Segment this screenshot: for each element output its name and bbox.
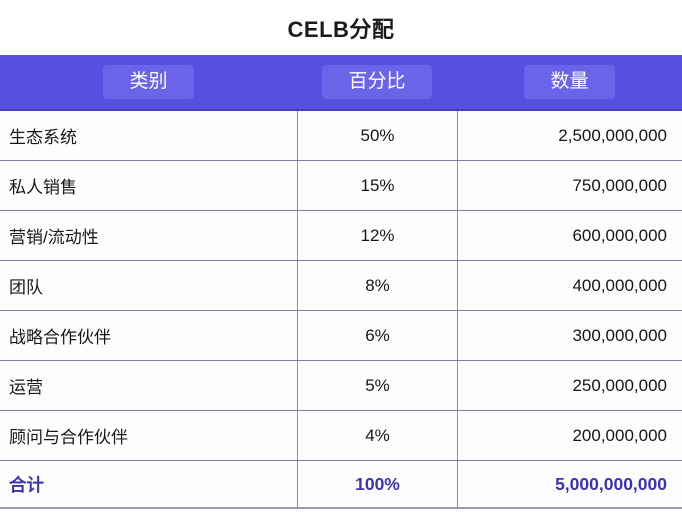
allocation-table: 类别 百分比 数量 生态系统 50% 2,500,000,000 私人销售 15… bbox=[0, 55, 682, 509]
cell-category: 私人销售 bbox=[9, 178, 77, 197]
cell-percent: 5% bbox=[297, 361, 457, 410]
header-cell-percent: 百分比 bbox=[297, 55, 457, 109]
cell-category: 战略合作伙伴 bbox=[9, 328, 111, 347]
table-row-private-sale: 私人销售 15% 750,000,000 bbox=[0, 161, 682, 211]
total-label: 合计 bbox=[9, 474, 44, 495]
table-row-total: 合计 100% 5,000,000,000 bbox=[0, 461, 682, 509]
table-row-operations: 运营 5% 250,000,000 bbox=[0, 361, 682, 411]
header-cell-category: 类别 bbox=[0, 55, 297, 109]
table-row-advisors-partners: 顾问与合作伙伴 4% 200,000,000 bbox=[0, 411, 682, 461]
cell-category: 顾问与合作伙伴 bbox=[9, 428, 128, 447]
table-header-row: 类别 百分比 数量 bbox=[0, 55, 682, 111]
cell-category: 营销/流动性 bbox=[9, 228, 99, 247]
cell-category: 运营 bbox=[9, 378, 43, 397]
total-percent: 100% bbox=[297, 461, 457, 507]
cell-percent: 12% bbox=[297, 211, 457, 260]
cell-category: 团队 bbox=[9, 278, 43, 297]
cell-amount: 300,000,000 bbox=[457, 311, 682, 360]
table-row-ecosystem: 生态系统 50% 2,500,000,000 bbox=[0, 111, 682, 161]
header-cell-amount: 数量 bbox=[457, 55, 682, 109]
cell-amount: 750,000,000 bbox=[457, 161, 682, 210]
cell-percent: 50% bbox=[297, 111, 457, 160]
cell-percent: 8% bbox=[297, 261, 457, 310]
cell-amount: 400,000,000 bbox=[457, 261, 682, 310]
cell-amount: 250,000,000 bbox=[457, 361, 682, 410]
table-row-strategic-partners: 战略合作伙伴 6% 300,000,000 bbox=[0, 311, 682, 361]
cell-percent: 15% bbox=[297, 161, 457, 210]
cell-amount: 200,000,000 bbox=[457, 411, 682, 460]
cell-category: 生态系统 bbox=[9, 128, 77, 147]
page-title: CELB分配 bbox=[287, 16, 395, 42]
table-row-team: 团队 8% 400,000,000 bbox=[0, 261, 682, 311]
cell-amount: 600,000,000 bbox=[457, 211, 682, 260]
header-label-amount: 数量 bbox=[524, 65, 615, 99]
cell-amount: 2,500,000,000 bbox=[457, 111, 682, 160]
table-row-marketing-liquidity: 营销/流动性 12% 600,000,000 bbox=[0, 211, 682, 261]
cell-percent: 6% bbox=[297, 311, 457, 360]
cell-percent: 4% bbox=[297, 411, 457, 460]
header-label-percent: 百分比 bbox=[322, 65, 432, 99]
total-amount: 5,000,000,000 bbox=[457, 461, 682, 507]
header-label-category: 类别 bbox=[103, 65, 194, 99]
